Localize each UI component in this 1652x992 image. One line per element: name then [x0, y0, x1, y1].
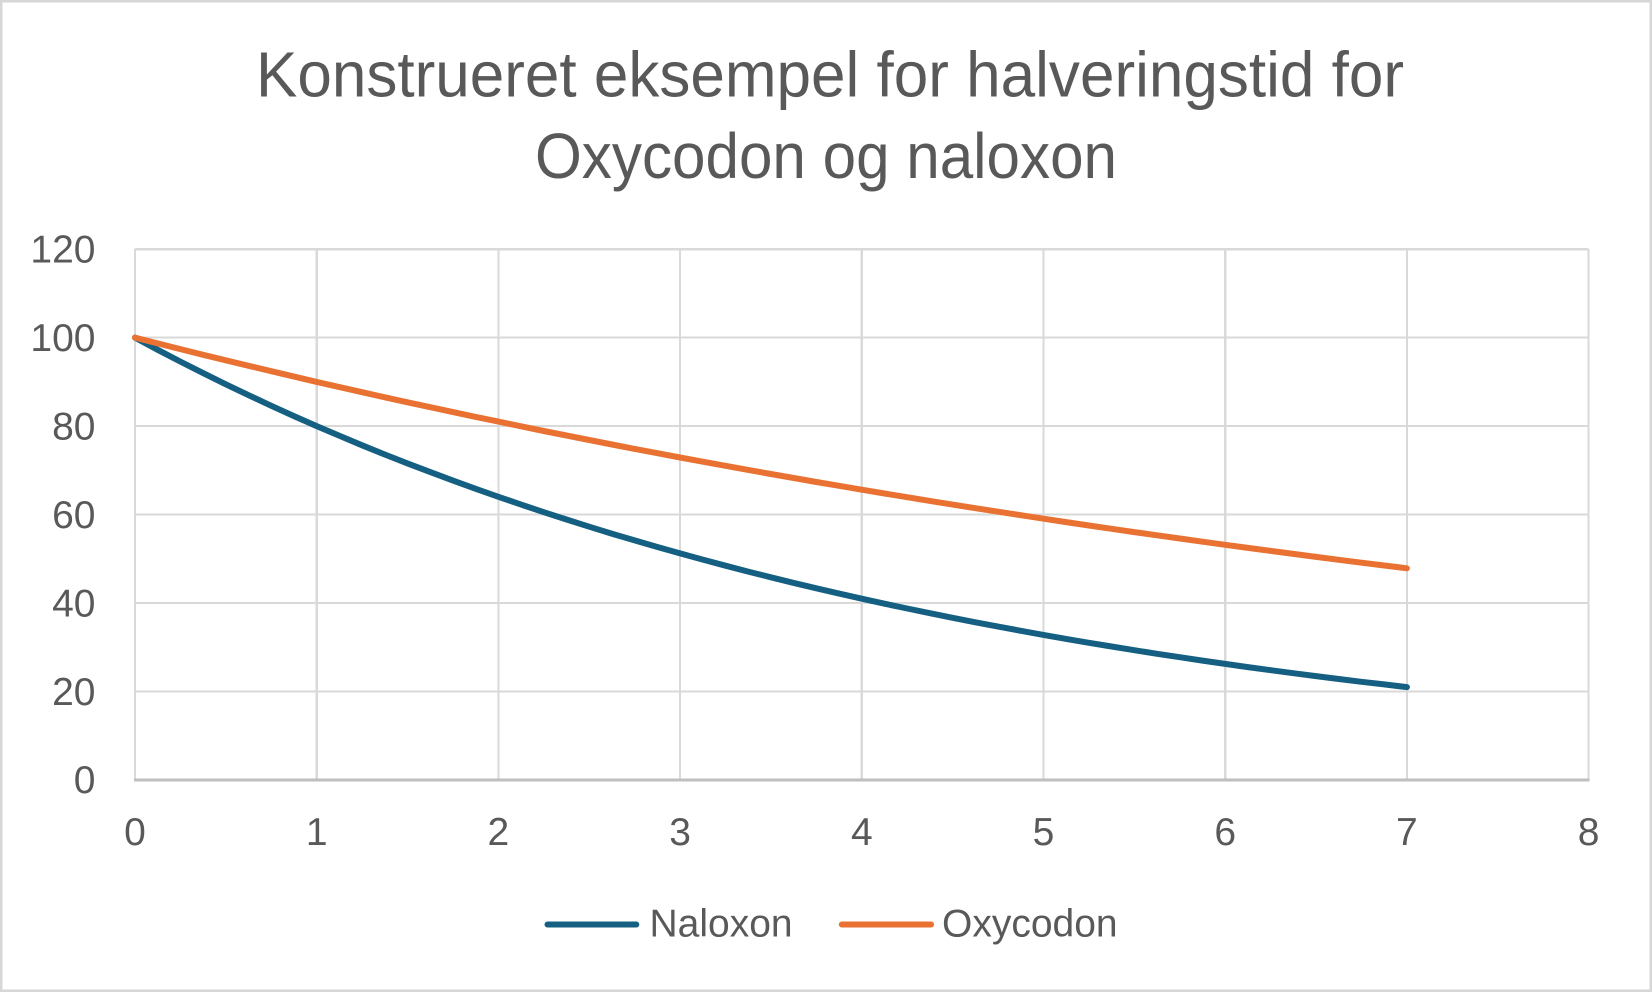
svg-text:0: 0 — [74, 759, 96, 802]
svg-text:60: 60 — [52, 494, 95, 537]
svg-text:80: 80 — [52, 406, 95, 449]
svg-text:7: 7 — [1396, 811, 1418, 854]
svg-text:40: 40 — [52, 582, 95, 625]
svg-text:20: 20 — [52, 671, 95, 714]
svg-text:Naloxon: Naloxon — [650, 903, 793, 946]
svg-text:4: 4 — [851, 811, 873, 854]
svg-text:8: 8 — [1578, 811, 1600, 854]
svg-text:Konstrueret eksempel for halve: Konstrueret eksempel for halveringstid f… — [256, 39, 1404, 111]
svg-text:120: 120 — [30, 229, 95, 272]
svg-text:100: 100 — [30, 317, 95, 360]
svg-text:0: 0 — [124, 811, 146, 854]
svg-text:6: 6 — [1214, 811, 1236, 854]
svg-text:3: 3 — [669, 811, 691, 854]
svg-text:Oxycodon: Oxycodon — [942, 903, 1118, 946]
svg-text:1: 1 — [306, 811, 328, 854]
svg-text:5: 5 — [1033, 811, 1055, 854]
svg-text:Oxycodon og naloxon: Oxycodon og naloxon — [535, 120, 1117, 192]
svg-text:2: 2 — [488, 811, 510, 854]
